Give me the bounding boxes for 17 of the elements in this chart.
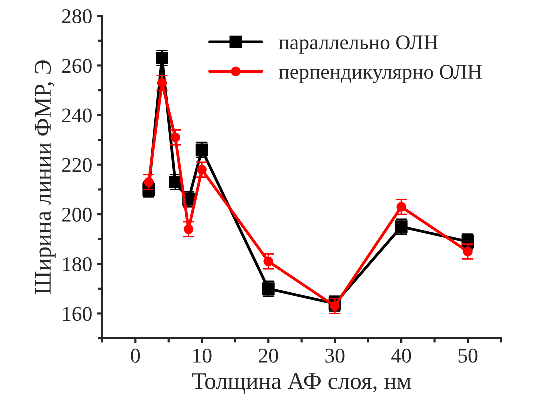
y-tick-label: 260	[62, 59, 92, 74]
y-tick-label: 240	[62, 108, 92, 123]
x-tick-label: 20	[259, 348, 278, 363]
y-axis-title: Ширина линии ФМР, Э	[35, 60, 56, 294]
y-tick-label: 280	[62, 9, 92, 24]
legend-label: параллельно ОЛН	[279, 36, 438, 54]
x-tick-label: 0	[131, 348, 140, 363]
x-tick-label: 50	[458, 348, 478, 363]
x-tick-label: 40	[392, 348, 412, 363]
x-tick-label: 10	[194, 348, 212, 363]
x-tick-label: 30	[326, 348, 345, 363]
x-axis-title: Толщина АФ слоя, нм	[192, 373, 412, 394]
y-tick-label: 200	[62, 208, 92, 222]
y-tick-label: 180	[63, 257, 92, 272]
legend-label: перпендикулярно ОЛН	[279, 65, 482, 84]
y-tick-label: 160	[63, 307, 92, 322]
y-tick-label: 220	[62, 158, 92, 172]
